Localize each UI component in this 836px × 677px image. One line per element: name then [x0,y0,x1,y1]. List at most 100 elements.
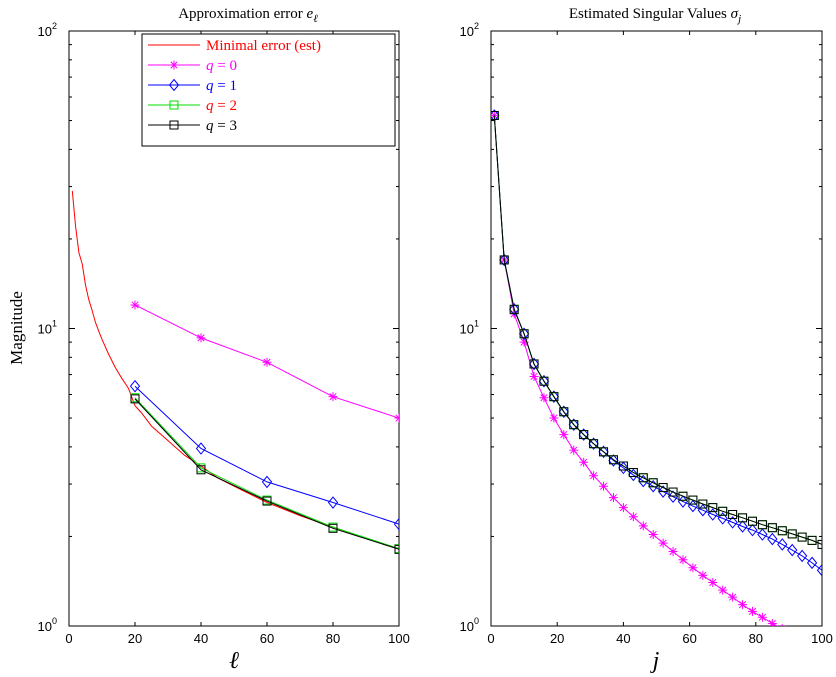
right-point-q-0 [529,371,539,381]
right-point-q-0 [589,471,599,481]
left-series-q-2 [130,393,399,554]
left-x-tick-label: 40 [194,631,208,646]
left-line-q-1 [134,385,399,525]
right-line-q-1 [493,115,822,571]
right-series-q-0 [491,110,786,626]
left-point-q-3 [328,523,338,533]
legend: Minimal error (est) q = 0 q = 1 q = 2 q = 3 [141,33,396,147]
right-point-q-0 [648,530,658,540]
right-x-tick-label: 0 [487,631,494,646]
right-point-q-0 [668,547,678,556]
left-x-tick-label: 80 [326,631,340,646]
legend-swatch-marker [169,60,179,70]
right-point-q-3 [529,359,539,369]
right-point-q-3 [777,526,787,536]
right-point-q-3 [628,468,638,478]
left-series-minimal-error-est [71,190,399,550]
right-point-q-1 [588,437,599,450]
right-point-q-3 [757,520,767,530]
right-point-q-3 [559,407,569,417]
right-point-q-0 [569,445,579,455]
right-point-q-1 [667,490,679,504]
left-point-q-0 [196,333,206,343]
right-point-q-0 [628,512,638,522]
right-point-q-3 [549,392,559,402]
right-point-q-0 [658,538,668,548]
right-point-q-1 [787,543,798,557]
left-point-q-0 [328,392,338,402]
right-series-q-2 [491,110,822,549]
right-point-q-1 [628,468,639,482]
left-series-q-0 [130,300,399,423]
left-x-tick-label: 0 [65,631,72,646]
right-point-q-3 [688,495,698,505]
left-x-tick-label: 60 [260,631,274,646]
left-chart-title: Approximation error eℓ [178,6,318,25]
left-x-tick-label: 100 [388,631,410,646]
right-point-q-0 [728,592,738,602]
legend-label: Minimal error (est) [206,38,321,54]
right-point-q-3 [509,304,519,314]
left-y-tick-label: 102 [38,21,57,39]
right-point-q-1 [707,508,718,521]
right-point-q-3 [708,503,718,513]
right-point-q-1 [548,390,560,403]
right-point-q-0 [559,430,569,440]
right-point-q-3 [589,439,599,449]
right-point-q-1 [757,528,768,541]
right-point-q-1 [796,549,808,563]
right-point-q-3 [539,376,549,386]
right-point-q-1 [816,563,822,577]
right-x-tick-label: 60 [682,631,696,646]
right-point-q-1 [717,512,728,525]
right-point-q-3 [698,499,708,509]
left-point-q-3 [262,496,272,506]
right-x-tick-label: 100 [811,631,833,646]
right-y-tick-label: 102 [460,21,479,39]
left-line-q-2 [134,397,399,550]
left-point-q-1 [393,517,399,531]
right-point-q-0 [579,457,589,467]
right-point-q-3 [638,473,648,483]
right-x-tick-label: 20 [550,631,564,646]
legend-label: q = 0 [206,58,237,74]
y-axis-label: Magnitude [7,291,26,365]
left-point-q-1 [327,496,339,509]
legend-item-q-3: q = 3 [148,118,237,134]
legend-item-q-2: q = 2 [148,98,237,114]
left-point-q-0 [130,300,140,310]
right-point-q-0 [638,521,648,531]
right-point-q-1 [767,532,778,546]
right-point-q-0 [599,481,609,491]
right-point-q-1 [499,253,510,267]
right-line-q-2 [493,115,822,545]
legend-label: q = 3 [206,118,237,134]
right-x-tick-label: 80 [749,631,763,646]
right-x-axis-label: j [650,648,660,674]
right-point-q-0 [491,110,499,120]
right-point-q-3 [579,430,589,440]
right-point-q-1 [777,538,788,551]
right-point-q-3 [718,506,728,516]
left-point-q-0 [394,413,399,423]
right-point-q-0 [708,578,718,588]
right-line-q-0 [493,115,779,626]
right-point-q-1 [677,495,689,508]
left-point-q-0 [262,357,272,367]
right-point-q-3 [817,539,822,549]
right-point-q-0 [718,585,728,595]
right-point-q-3 [599,447,609,457]
right-chart-panel: Estimated Singular Values σj 0 20 40 60 80 10… [460,6,833,674]
left-y-tick-label: 101 [38,319,57,337]
left-point-q-3 [394,544,399,554]
right-series-q-1 [491,109,822,577]
left-point-q-1 [129,379,141,393]
left-x-tick-label: 20 [128,631,142,646]
right-point-q-1 [538,374,550,388]
right-series-q-3 [491,110,822,549]
left-point-q-3 [130,394,140,404]
right-point-q-0 [678,555,688,565]
right-point-q-3 [648,478,658,488]
right-point-q-1 [518,327,530,341]
